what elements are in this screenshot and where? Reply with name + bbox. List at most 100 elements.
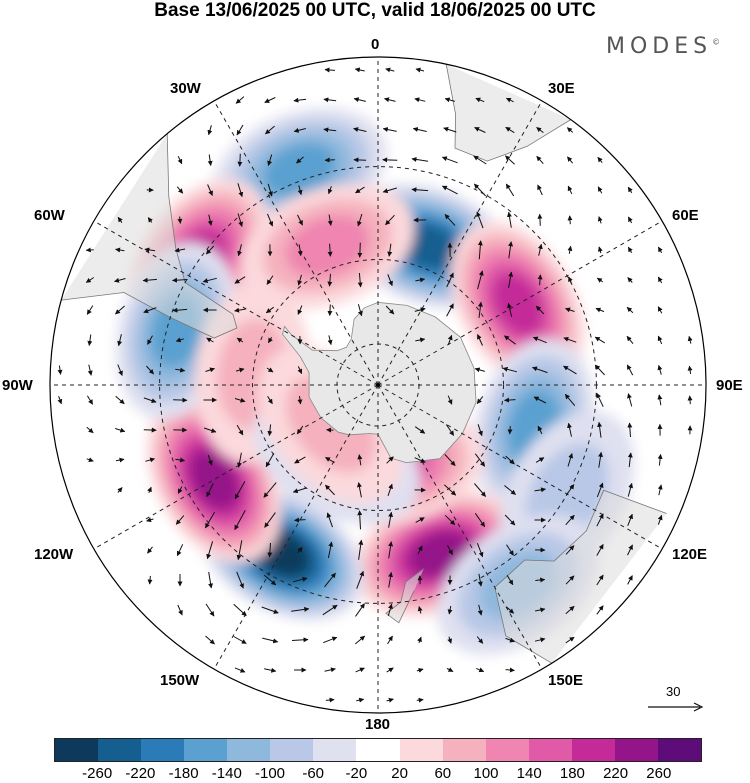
colorbar-swatch [55,739,99,761]
wind-vector [537,184,543,196]
wind-vector [446,272,454,288]
wind-vector [596,605,604,615]
wind-vector [292,576,308,583]
wind-vector [176,186,184,194]
wind-vector [508,241,514,259]
colorbar-tick-label: -20 [345,765,368,782]
wind-vector [446,667,454,672]
wind-vector [627,575,633,585]
wind-vector [86,395,94,405]
wind-vector [595,307,605,313]
wind-vector [235,96,245,104]
meridian-line [377,384,543,670]
wind-vector [387,274,393,287]
wind-vector [507,302,513,317]
meridian-line [93,384,379,550]
wind-vector [233,603,247,617]
wind-vector [388,511,394,528]
wind-vector [147,575,153,585]
wind-vector [234,276,246,284]
wind-vector [443,126,457,133]
wind-vector [206,337,214,343]
wind-vector [266,367,274,373]
wind-vector [264,512,276,528]
wind-vector [417,606,423,614]
wind-vector [323,127,337,133]
wind-vector [506,544,514,556]
lon-label-180: 180 [365,716,391,733]
wind-vector [533,396,547,404]
wind-vector [117,487,123,493]
wind-vector [143,397,157,403]
modes-logo: MODES© [606,34,720,59]
colorbar-swatch [356,739,400,761]
wind-vector [446,303,454,317]
wind-vector [473,183,487,197]
wind-vector [506,575,514,586]
wind-vector [86,305,94,315]
wind-vector [416,667,424,673]
colorbar-tick-label: 260 [646,765,672,782]
wind-vector [267,337,273,344]
wind-vector [355,667,365,673]
wind-vector [357,304,363,317]
wind-vector [537,274,543,286]
wind-vector [474,453,486,467]
wind-vector [477,270,484,290]
wind-vector [594,336,606,344]
wind-vector [237,153,243,167]
wind-vector [237,213,244,227]
wind-vector [234,510,246,531]
wind-vector [117,216,123,223]
wind-vector [177,155,183,165]
wind-vector [477,604,483,616]
wind-vector [175,515,185,525]
wind-vector [598,451,603,468]
wind-vector [627,216,633,224]
wind-vector [626,364,634,376]
wind-vector [233,636,247,644]
wind-vector [475,97,485,103]
wind-vector [567,453,574,467]
wind-vector [537,213,543,226]
wind-vector [265,125,275,135]
wind-vector [327,243,333,257]
meridian-line [377,384,663,550]
wind-vector [687,395,693,405]
wind-vector [508,271,514,288]
colorbar-swatch [98,739,142,761]
wind-vector [627,544,633,556]
coastline [61,133,238,339]
wind-vector [172,307,188,313]
colorbar-swatch [528,739,572,761]
wind-vector [627,393,633,407]
wind-vector [57,396,63,405]
wind-vector [505,155,515,165]
wind-vector [236,540,243,561]
colorbar-swatch [485,739,529,761]
wind-vector [627,482,634,497]
lon-label-90e: 90E [716,377,743,394]
wind-vector [207,454,213,466]
wind-vector [87,364,93,376]
wind-vector [355,186,365,194]
brand-mark: © [712,37,721,47]
wind-vector [385,305,395,315]
wind-vector [474,367,485,373]
wind-vector [205,603,215,617]
wind-vector [565,307,575,313]
wind-vector [474,513,486,528]
wind-vector [657,364,663,375]
wind-vector [411,156,429,162]
wind-vector [297,244,303,257]
wind-vector [563,365,577,375]
antarctica-landmass [61,64,667,664]
wind-vector [177,216,183,224]
wind-vector [477,334,483,346]
wind-vector [205,245,215,255]
wind-vector [411,187,429,193]
wind-vector [507,426,513,435]
wind-vector [447,545,453,556]
wind-vector [384,97,396,103]
colorbar-tick-label: -260 [82,765,113,782]
